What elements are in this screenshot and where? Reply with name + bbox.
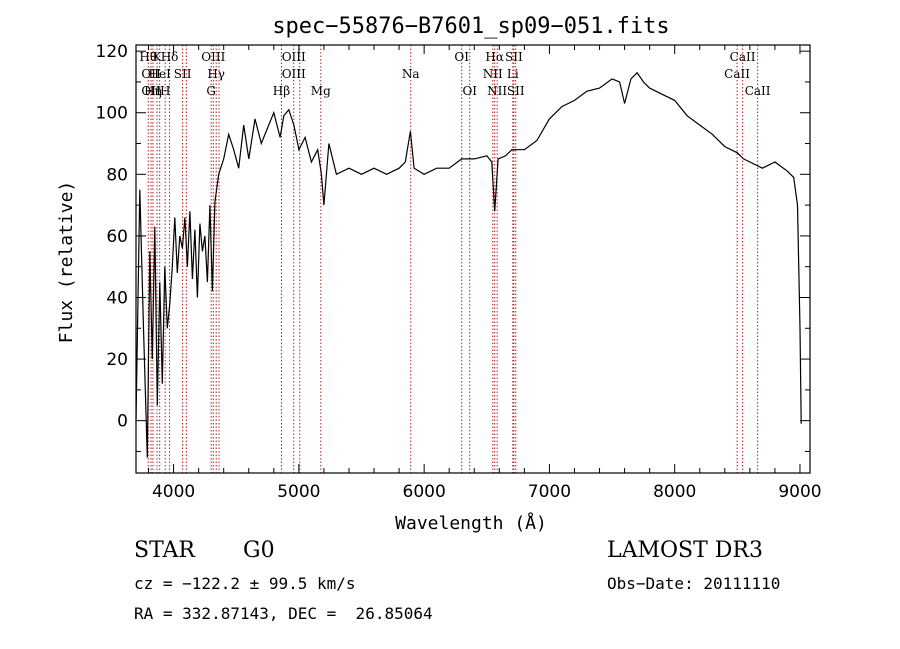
- y-tick-label: 80: [106, 165, 128, 185]
- x-tick-label: 5000: [277, 482, 320, 502]
- line-label: CaII: [745, 84, 771, 98]
- spectral-line-labels: HθOIIOIIHηKHeIHHδSIIGOIIIHγHβOIIIOIIIMgN…: [139, 50, 770, 98]
- line-label: H: [160, 84, 170, 98]
- line-label: Li: [507, 67, 519, 81]
- line-label: Hβ: [273, 84, 290, 98]
- line-label: HeI: [149, 67, 172, 81]
- line-label: CaII: [730, 50, 756, 64]
- line-label: SII: [507, 84, 525, 98]
- line-label: CaII: [724, 67, 750, 81]
- line-label: Na: [402, 67, 420, 81]
- line-label: K: [153, 50, 163, 64]
- object-subclass: G0: [243, 538, 275, 563]
- x-tick-label: 9000: [778, 482, 821, 502]
- object-type: STAR: [134, 538, 195, 563]
- obs-date: Obs−Date: 20111110: [607, 574, 781, 593]
- survey-name: LAMOST DR3: [607, 538, 763, 563]
- line-label: Hθ: [139, 50, 157, 64]
- line-label: Hδ: [161, 50, 179, 64]
- line-label: Mg: [311, 84, 331, 98]
- line-label: OIII: [201, 50, 225, 64]
- line-label: OI: [462, 84, 477, 98]
- line-label: OII: [141, 84, 161, 98]
- line-label: NII: [483, 67, 503, 81]
- y-tick-label: 60: [106, 227, 128, 247]
- x-tick-label: 6000: [403, 482, 446, 502]
- x-tick-label: 7000: [528, 482, 571, 502]
- y-tick-label: 0: [117, 412, 128, 432]
- line-label: NII: [487, 84, 507, 98]
- line-label: Hγ: [207, 67, 225, 81]
- line-label: G: [206, 84, 216, 98]
- cz-value: cz = −122.2 ± 99.5 km/s: [134, 574, 356, 593]
- y-tick-label: 20: [106, 350, 128, 370]
- spectral-line-markers: [147, 45, 759, 473]
- plot-frame: [135, 44, 811, 474]
- line-label: OIII: [282, 50, 306, 64]
- line-label: OII: [141, 67, 161, 81]
- axis-ticks: 4000 5000 6000 7000 8000 9000 0 20 40 60 80 100 120: [96, 42, 822, 502]
- line-label: OIII: [282, 67, 306, 81]
- y-axis-label: Flux (relative): [56, 181, 77, 344]
- chart-title: spec−55876−B7601_sp09−051.fits: [272, 14, 669, 39]
- line-label: Hη: [144, 84, 162, 98]
- y-tick-label: 40: [106, 288, 128, 308]
- x-tick-label: 4000: [152, 482, 195, 502]
- line-label: Hα: [485, 50, 504, 64]
- line-label: SII: [505, 50, 523, 64]
- coordinates: RA = 332.87143, DEC = 26.85064: [134, 604, 433, 623]
- x-axis-label: Wavelength (Å): [395, 512, 547, 534]
- line-label: OI: [454, 50, 469, 64]
- spectrum-series: [135, 71, 802, 458]
- x-tick-label: 8000: [653, 482, 696, 502]
- line-label: SII: [174, 67, 192, 81]
- y-tick-label: 120: [96, 42, 128, 62]
- y-tick-label: 100: [96, 104, 128, 124]
